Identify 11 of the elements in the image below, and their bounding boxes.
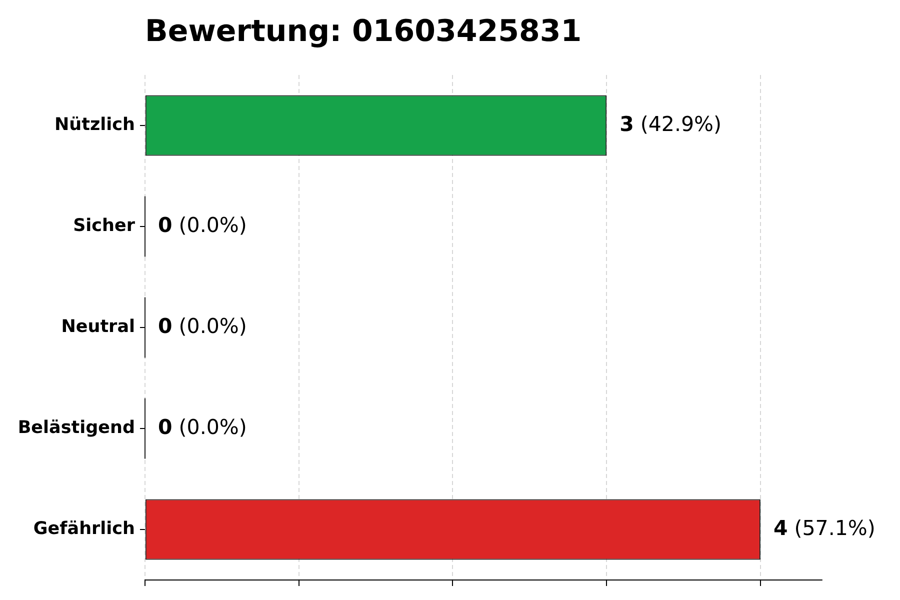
data-label: 4 (57.1%) xyxy=(773,516,876,540)
y-tick-label: Nützlich xyxy=(54,115,135,136)
y-tick-label: Gefährlich xyxy=(33,519,135,540)
data-label: 0 (0.0%) xyxy=(158,212,247,237)
data-label: 0 (0.0%) xyxy=(158,414,247,439)
y-tick-label: Sicher xyxy=(73,216,136,236)
chart-title: Bewertung: 01603425831 xyxy=(145,14,582,49)
data-label: 3 (42.9%) xyxy=(620,112,722,136)
y-tick-label: Neutral xyxy=(61,317,135,338)
data-label: 0 (0.0%) xyxy=(158,314,247,338)
y-tick-label: Belästigend xyxy=(18,418,135,438)
